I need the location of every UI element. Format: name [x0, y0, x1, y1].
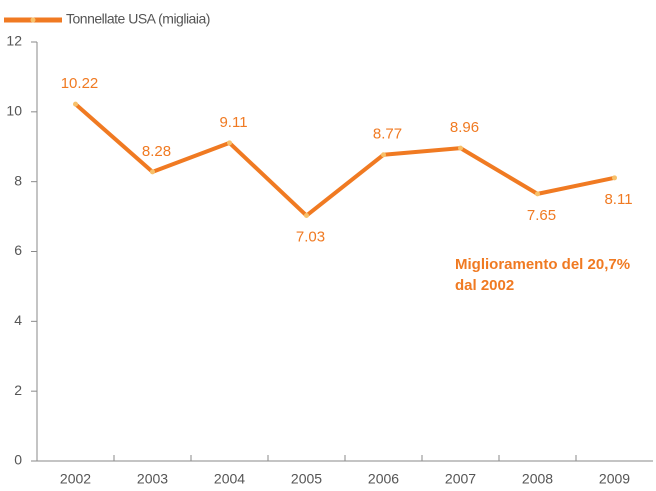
point [381, 152, 386, 158]
x-tick-label: 2006 [368, 471, 399, 487]
annotation: Miglioramento del 20,7% [455, 256, 630, 273]
legend-label: Tonnellate USA (migliaia) [66, 11, 210, 27]
data-label: 10.22 [61, 75, 99, 92]
y-tick-label: 0 [14, 452, 22, 468]
point [150, 169, 155, 175]
legend-marker [30, 17, 36, 23]
y-tick-label: 12 [6, 33, 22, 49]
data-label: 7.03 [296, 229, 325, 246]
x-tick-label: 2004 [214, 471, 245, 487]
point [304, 213, 309, 219]
point [227, 140, 232, 146]
y-tick-label: 8 [14, 172, 22, 188]
data-label: 8.77 [373, 126, 402, 143]
data-label: 8.11 [604, 191, 632, 208]
data-label: 8.28 [142, 143, 171, 160]
y-tick-label: 2 [14, 382, 22, 398]
x-tick-label: 2009 [599, 471, 630, 487]
x-tick-label: 2002 [60, 471, 91, 487]
point [73, 101, 78, 107]
point [458, 145, 463, 151]
x-tick-label: 2005 [291, 471, 322, 487]
x-tick-label: 2008 [522, 471, 553, 487]
y-tick-label: 10 [6, 103, 22, 119]
point [535, 191, 540, 197]
data-label: 7.65 [527, 207, 556, 224]
data-label: 8.96 [450, 119, 479, 136]
annotation: dal 2002 [455, 277, 514, 294]
x-tick-label: 2003 [137, 471, 168, 487]
point [612, 175, 617, 181]
y-tick-label: 4 [14, 312, 22, 328]
y-tick-label: 6 [14, 242, 22, 258]
data-label: 9.11 [219, 114, 247, 131]
x-tick-label: 2007 [445, 471, 476, 487]
line [74, 102, 615, 218]
